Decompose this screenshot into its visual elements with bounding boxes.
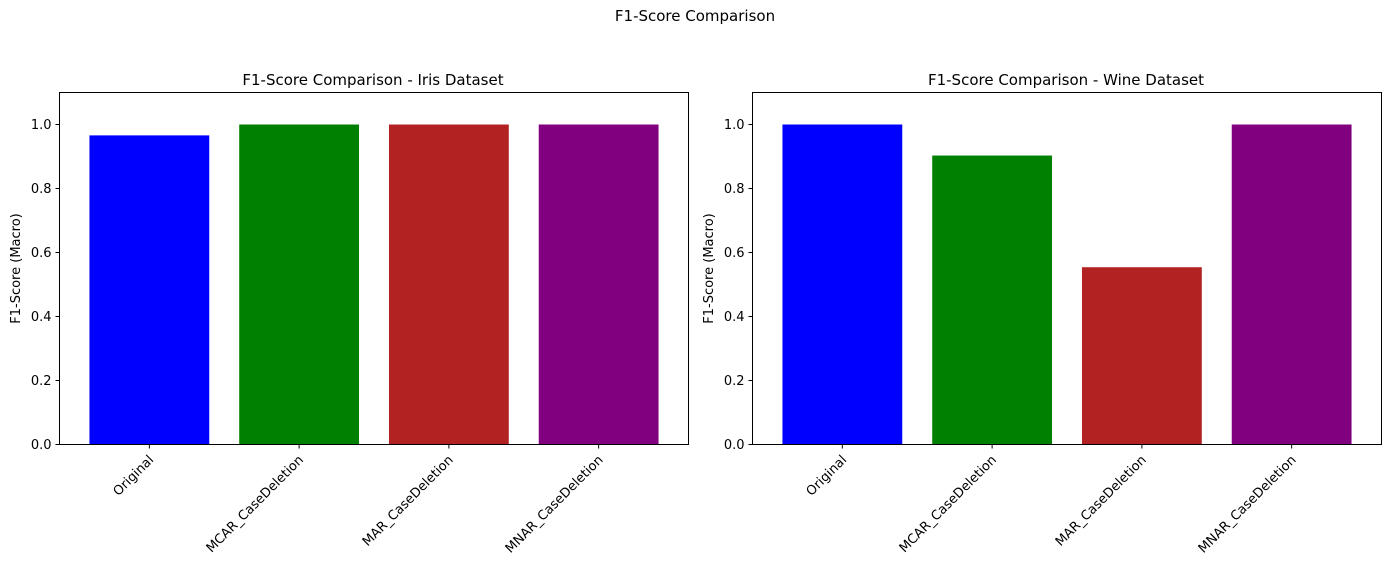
iris-xtick-label-3: MNAR_CaseDeletion xyxy=(503,453,607,557)
wine-plot-frame xyxy=(752,92,1382,445)
wine-bars xyxy=(782,124,1352,445)
iris-ytick-label-3: 0.6 xyxy=(31,246,52,261)
iris-chart-title: F1-Score Comparison - Iris Dataset xyxy=(242,71,503,89)
iris-y-axis: 0.0 0.2 0.4 0.6 0.8 1.0 xyxy=(31,118,60,453)
wine-chart-panel: F1-Score Comparison - Wine Dataset F1-Sc… xyxy=(702,71,1382,556)
iris-bars xyxy=(89,124,659,445)
iris-chart-panel: F1-Score Comparison - Iris Dataset F1-Sc… xyxy=(9,71,689,556)
wine-ytick-label-3: 0.6 xyxy=(724,246,745,261)
wine-xtick-label-1: MCAR_CaseDeletion xyxy=(897,453,1000,556)
iris-bar-3 xyxy=(538,124,659,445)
iris-ytick-label-4: 0.8 xyxy=(31,182,52,197)
wine-y-axis: 0.0 0.2 0.4 0.6 0.8 1.0 xyxy=(724,118,753,453)
iris-ytick-label-5: 1.0 xyxy=(31,118,52,133)
wine-ytick-label-5: 1.0 xyxy=(724,118,745,133)
wine-xtick-label-2: MAR_CaseDeletion xyxy=(1053,453,1150,550)
iris-x-axis: Original MCAR_CaseDeletion MAR_CaseDeletio… xyxy=(111,444,607,557)
wine-bar-2 xyxy=(1081,267,1202,445)
iris-plot-frame xyxy=(59,92,689,445)
wine-ytick-label-0: 0.0 xyxy=(724,438,745,453)
iris-chart-ylabel: F1-Score (Macro) xyxy=(9,213,24,323)
iris-ytick-label-1: 0.2 xyxy=(31,374,52,389)
wine-xtick-label-0: Original xyxy=(804,453,851,500)
iris-ytick-label-0: 0.0 xyxy=(31,438,52,453)
wine-ytick-label-1: 0.2 xyxy=(724,374,745,389)
iris-bar-1 xyxy=(239,124,360,445)
iris-bar-2 xyxy=(388,124,509,445)
iris-xtick-label-0: Original xyxy=(111,453,158,500)
wine-chart-title: F1-Score Comparison - Wine Dataset xyxy=(928,71,1204,89)
wine-ytick-label-2: 0.4 xyxy=(724,310,745,325)
wine-bar-0 xyxy=(782,124,903,445)
iris-xtick-label-1: MCAR_CaseDeletion xyxy=(204,453,307,556)
iris-bar-0 xyxy=(89,135,210,445)
iris-xtick-label-2: MAR_CaseDeletion xyxy=(360,453,457,550)
iris-ytick-label-2: 0.4 xyxy=(31,310,52,325)
wine-bar-1 xyxy=(932,155,1053,445)
figure-suptitle: F1-Score Comparison xyxy=(615,7,775,25)
wine-ytick-label-4: 0.8 xyxy=(724,182,745,197)
wine-xtick-label-3: MNAR_CaseDeletion xyxy=(1196,453,1300,557)
wine-bar-3 xyxy=(1231,124,1352,445)
wine-chart-ylabel: F1-Score (Macro) xyxy=(702,213,717,323)
wine-x-axis: Original MCAR_CaseDeletion MAR_CaseDeletio… xyxy=(804,444,1300,557)
